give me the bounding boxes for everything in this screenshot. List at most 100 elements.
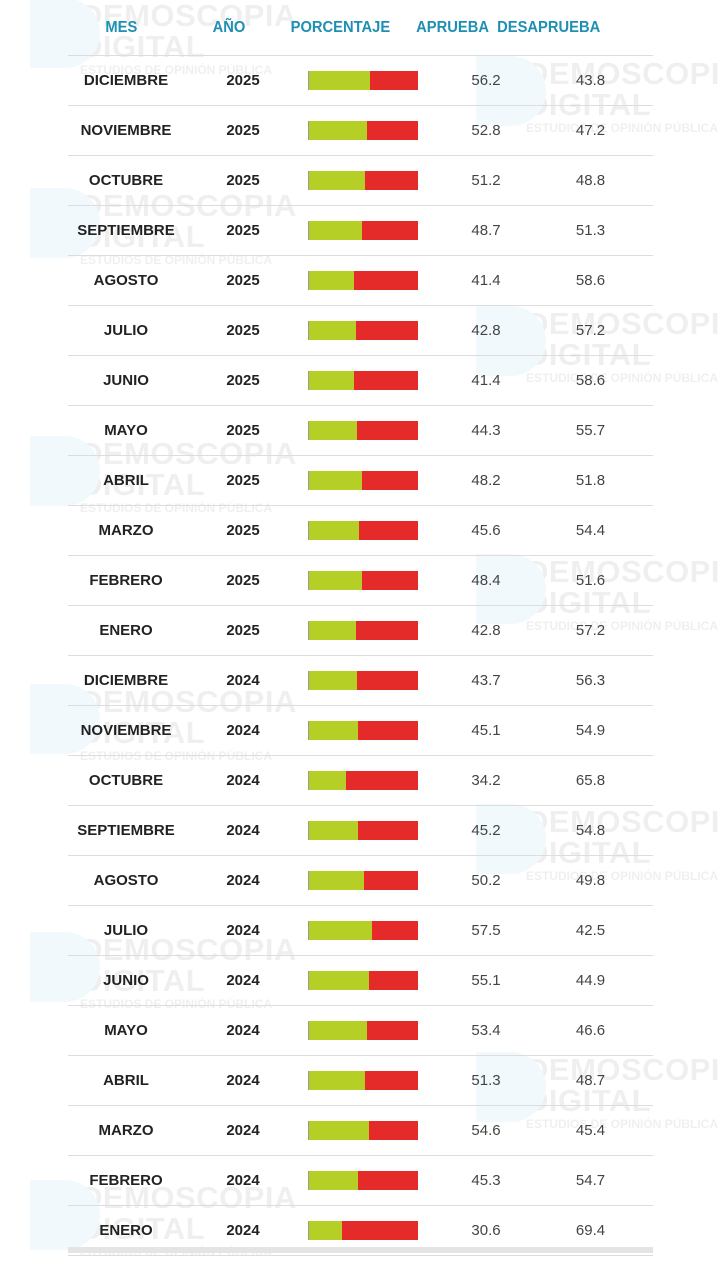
cell-mes: SEPTIEMBRE	[77, 222, 175, 239]
cell-anio: 2025	[226, 222, 260, 239]
header-mes: MES	[105, 18, 138, 36]
cell-anio: 2024	[226, 1072, 260, 1089]
bar-desaprueba	[364, 171, 418, 190]
cell-anio: 2025	[226, 472, 260, 489]
stacked-bar	[308, 1221, 418, 1240]
cell-porcentaje	[302, 1056, 444, 1105]
bar-desaprueba	[342, 1221, 418, 1240]
cell-mes: DICIEMBRE	[83, 72, 169, 89]
cell-mes: FEBRERO	[89, 1172, 163, 1189]
bar-aprueba	[309, 971, 370, 990]
table-row: MAYO 2024 53.4 46.6	[68, 1006, 653, 1056]
bar-aprueba	[309, 571, 362, 590]
cell-desaprueba: 46.6	[575, 1022, 606, 1039]
cell-desaprueba: 69.4	[575, 1222, 606, 1239]
bar-aprueba	[309, 371, 355, 390]
header-anio: AÑO	[212, 18, 246, 36]
cell-mes: JULIO	[103, 922, 149, 939]
stacked-bar	[308, 271, 418, 290]
cell-porcentaje	[302, 1006, 444, 1055]
cell-anio: 2024	[226, 772, 260, 789]
bar-desaprueba	[363, 871, 418, 890]
stacked-bar	[308, 621, 418, 640]
bar-desaprueba	[371, 921, 418, 940]
cell-aprueba: 48.7	[471, 222, 501, 239]
bar-aprueba	[309, 471, 362, 490]
cell-mes: AGOSTO	[93, 272, 159, 289]
approval-table: MES AÑO PORCENTAJE APRUEBA DESAPRUEBA DI…	[68, 0, 654, 1256]
cell-desaprueba: 54.9	[575, 722, 606, 739]
cell-desaprueba: 49.8	[575, 872, 606, 889]
cell-mes: MARZO	[98, 1122, 154, 1139]
bar-desaprueba	[346, 771, 418, 790]
stacked-bar	[308, 371, 418, 390]
cell-aprueba: 43.7	[471, 672, 501, 689]
table-footer-divider	[68, 1247, 653, 1253]
header-porcentaje: PORCENTAJE	[290, 18, 391, 36]
cell-aprueba: 41.4	[471, 272, 501, 289]
cell-aprueba: 42.8	[471, 322, 501, 339]
cell-aprueba: 52.8	[471, 122, 501, 139]
cell-desaprueba: 51.8	[575, 472, 606, 489]
cell-aprueba: 48.2	[471, 472, 501, 489]
stacked-bar	[308, 171, 418, 190]
cell-porcentaje	[302, 456, 444, 505]
bar-desaprueba	[368, 1121, 418, 1140]
bar-desaprueba	[358, 821, 418, 840]
bar-desaprueba	[367, 1021, 418, 1040]
cell-aprueba: 30.6	[471, 1222, 501, 1239]
bar-aprueba	[309, 721, 359, 740]
stacked-bar	[308, 121, 418, 140]
cell-mes: DICIEMBRE	[83, 672, 169, 689]
stacked-bar	[308, 521, 418, 540]
cell-anio: 2024	[226, 872, 260, 889]
stacked-bar	[308, 1021, 418, 1040]
bar-aprueba	[309, 71, 371, 90]
cell-anio: 2024	[226, 822, 260, 839]
cell-porcentaje	[302, 56, 444, 105]
cell-desaprueba: 51.6	[575, 572, 606, 589]
table-row: FEBRERO 2024 45.3 54.7	[68, 1156, 653, 1206]
cell-desaprueba: 47.2	[575, 122, 606, 139]
cell-desaprueba: 54.4	[575, 522, 606, 539]
stacked-bar	[308, 571, 418, 590]
table-row: DICIEMBRE 2024 43.7 56.3	[68, 656, 653, 706]
cell-anio: 2025	[226, 172, 260, 189]
cell-desaprueba: 57.2	[575, 622, 606, 639]
cell-anio: 2024	[226, 972, 260, 989]
cell-anio: 2024	[226, 1022, 260, 1039]
stacked-bar	[308, 771, 418, 790]
bar-desaprueba	[358, 1171, 418, 1190]
cell-desaprueba: 65.8	[575, 772, 606, 789]
bar-desaprueba	[354, 371, 418, 390]
cell-desaprueba: 58.6	[575, 372, 606, 389]
cell-aprueba: 45.3	[471, 1172, 501, 1189]
cell-aprueba: 41.4	[471, 372, 501, 389]
cell-mes: ABRIL	[103, 472, 149, 489]
bar-desaprueba	[361, 471, 418, 490]
bar-aprueba	[309, 621, 356, 640]
bar-desaprueba	[366, 121, 418, 140]
cell-aprueba: 45.1	[471, 722, 501, 739]
table-row: MARZO 2024 54.6 45.4	[68, 1106, 653, 1156]
table-row: AGOSTO 2025 41.4 58.6	[68, 256, 653, 306]
cell-mes: ABRIL	[103, 1072, 149, 1089]
cell-aprueba: 54.6	[471, 1122, 501, 1139]
table-row: JULIO 2025 42.8 57.2	[68, 306, 653, 356]
cell-porcentaje	[302, 406, 444, 455]
bar-aprueba	[309, 421, 358, 440]
cell-anio: 2025	[226, 372, 260, 389]
bar-aprueba	[309, 871, 364, 890]
bar-aprueba	[309, 1171, 359, 1190]
cell-aprueba: 53.4	[471, 1022, 501, 1039]
stacked-bar	[308, 721, 418, 740]
cell-desaprueba: 56.3	[575, 672, 606, 689]
cell-porcentaje	[302, 1156, 444, 1205]
table-row: JUNIO 2025 41.4 58.6	[68, 356, 653, 406]
cell-anio: 2024	[226, 1222, 260, 1239]
stacked-bar	[308, 871, 418, 890]
cell-porcentaje	[302, 156, 444, 205]
cell-aprueba: 34.2	[471, 772, 501, 789]
table-header: MES AÑO PORCENTAJE APRUEBA DESAPRUEBA	[68, 0, 654, 56]
bar-aprueba	[309, 771, 347, 790]
